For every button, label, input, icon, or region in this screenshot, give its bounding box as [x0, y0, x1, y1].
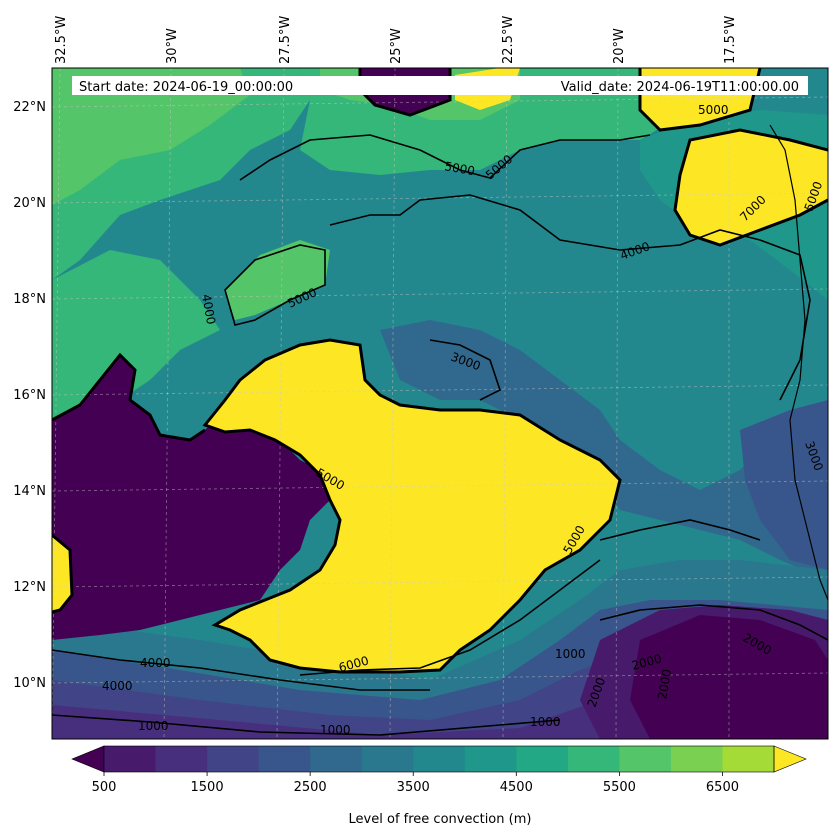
fill-region-blue-center	[380, 320, 828, 580]
fill-region-green-west	[52, 250, 220, 430]
map-frame	[51, 67, 829, 740]
fill-region-yellow-center	[205, 340, 620, 672]
colorbar-tick-label: 2500	[294, 780, 327, 795]
colorbar-tick-label: 1500	[191, 780, 224, 795]
colorbar-segment	[413, 746, 466, 772]
contour-label: 4000	[102, 679, 133, 693]
colorbar-segment	[361, 746, 414, 772]
contour-line-5000-east	[599, 519, 761, 541]
colorbar-segment	[464, 746, 517, 772]
contour-label: 1000	[555, 647, 586, 661]
contour-lines	[52, 124, 828, 736]
colorbar-frame	[103, 745, 775, 773]
valid-date-text: Valid_date: 2024-06-19T11:00:00.00	[561, 80, 799, 95]
colorbar-tick-label: 5500	[603, 780, 636, 795]
longitude-labels: 32.5°W 30°W 27.5°W 25°W 22.5°W 20°W 17.5…	[54, 16, 738, 64]
lat-label-10n: 10°N	[13, 676, 46, 691]
lon-label-20w: 20°W	[612, 28, 627, 64]
contour-line-coastline	[769, 124, 828, 601]
fill-region-yellow-northeast	[675, 130, 828, 245]
fill-region-lightgreen-northwest	[52, 68, 250, 205]
map-area	[52, 68, 828, 739]
contour-line-2000-south	[599, 604, 828, 641]
fill-region-lightgreen-center	[225, 240, 330, 320]
colorbar-extend-max	[773, 745, 807, 773]
lon-label-27-5w: 27.5°W	[278, 16, 293, 64]
colorbar-tick-label: 6500	[706, 780, 739, 795]
lfc-fill-layer	[52, 68, 828, 739]
fill-region-yellow-west	[52, 535, 72, 612]
contour-label: 1000	[320, 723, 351, 737]
contour-label: 5000	[443, 159, 476, 178]
lat-label-20n: 20°N	[13, 196, 46, 211]
colorbar-ticks: 500 1500 2500 3500 4500 5500 6500	[92, 772, 739, 795]
lat-label-22n: 22°N	[13, 100, 46, 115]
colorbar-segment	[567, 746, 620, 772]
colorbar-segment	[516, 746, 569, 772]
colorbar-segment	[619, 746, 672, 772]
colorbar: 500 1500 2500 3500 4500 5500 6500 Level of fre…	[71, 745, 807, 827]
start-date-text: Start date: 2024-06-19_00:00:00	[79, 80, 293, 95]
contour-label: 1000	[530, 715, 561, 729]
outline-yellow-west	[52, 533, 74, 614]
contour-label: 4000	[199, 293, 218, 326]
colorbar-segment	[155, 746, 208, 772]
outline-darkpurple-west	[52, 352, 206, 442]
contour-label: 1000	[138, 719, 169, 733]
lon-label-30w: 30°W	[165, 28, 180, 64]
contour-label: 2000	[655, 668, 674, 701]
lat-label-14n: 14°N	[13, 484, 46, 499]
colorbar-tick-label: 500	[92, 780, 117, 795]
contour-line-4000-center	[329, 194, 811, 401]
contour-line-5000-north	[239, 134, 651, 181]
colorbar-segment	[104, 746, 157, 772]
contour-line-4000-south	[52, 649, 430, 691]
colorbar-segments	[104, 746, 775, 772]
contour-label: 4000	[140, 656, 171, 670]
contour-line-3000-center	[429, 339, 501, 401]
fill-region-blue-east	[740, 400, 828, 570]
colorbar-segment	[258, 746, 311, 772]
info-box	[72, 76, 808, 95]
gridlines	[52, 68, 828, 739]
colorbar-segment	[722, 746, 775, 772]
colorbar-label: Level of free convection (m)	[349, 812, 532, 827]
lon-label-32-5w: 32.5°W	[54, 16, 69, 64]
outline-yellow-center	[202, 338, 622, 674]
colorbar-tick-label: 3500	[397, 780, 430, 795]
lon-label-22-5w: 22.5°W	[501, 16, 516, 64]
contour-line-1000-south	[52, 714, 561, 736]
colorbar-segment	[310, 746, 363, 772]
lat-label-16n: 16°N	[13, 388, 46, 403]
latitude-labels: 22°N 20°N 18°N 16°N 14°N 12°N 10°N	[13, 100, 46, 691]
outline-yellow-northeast	[673, 128, 828, 247]
lat-label-18n: 18°N	[13, 292, 46, 307]
colorbar-segment	[207, 746, 260, 772]
colorbar-segment	[670, 746, 723, 772]
contour-line-6000-south	[299, 559, 601, 676]
contour-line-5000-west	[224, 244, 326, 326]
colorbar-extend-min	[71, 745, 105, 773]
lon-label-25w: 25°W	[389, 28, 404, 64]
outline-yellow-northeast-top	[638, 68, 762, 132]
lat-label-12n: 12°N	[13, 580, 46, 595]
colorbar-tick-label: 4500	[500, 780, 533, 795]
contour-label: 5000	[698, 103, 729, 117]
lon-label-17-5w: 17.5°W	[723, 16, 738, 64]
